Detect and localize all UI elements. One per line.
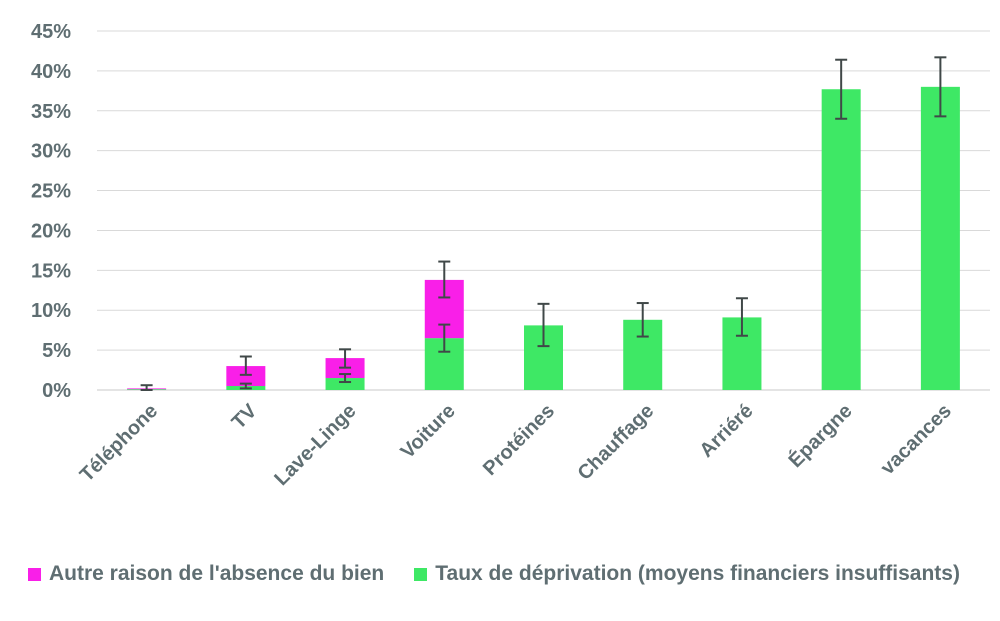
x-tick-label: Lave-Linge [270, 400, 360, 490]
bar-deprivation [920, 86, 960, 390]
x-tick-label: Chauffage [574, 400, 659, 485]
y-tick-label: 30% [31, 141, 71, 163]
x-tick-label: vacances [877, 400, 956, 479]
x-tick-label: Protéines [479, 400, 559, 480]
legend-label-other-reason: Autre raison de l'absence du bien [49, 562, 385, 585]
y-tick-label: 45% [31, 21, 71, 43]
y-tick-label: 0% [42, 380, 71, 402]
legend-item-other-reason: Autre raison de l'absence du bien [28, 562, 384, 586]
y-tick-label: 25% [31, 181, 71, 203]
legend-item-deprivation: Taux de déprivation (moyens financiers i… [414, 562, 960, 586]
y-tick-label: 10% [31, 300, 71, 322]
x-tick-label: Épargne [784, 399, 857, 472]
y-tick-label: 20% [31, 220, 71, 242]
bar-deprivation [821, 89, 861, 390]
bar-deprivation [325, 378, 365, 390]
x-tick-label: Téléphone [76, 400, 162, 486]
y-tick-label: 35% [31, 101, 71, 123]
x-tick-label: Voiture [397, 400, 460, 463]
bar-other-reason [226, 366, 266, 387]
y-tick-label: 15% [31, 260, 71, 282]
x-tick-label: TV [228, 400, 262, 434]
legend-label-deprivation: Taux de déprivation (moyens financiers i… [435, 562, 960, 585]
y-tick-label: 5% [42, 340, 71, 362]
legend-swatch-deprivation [414, 567, 428, 581]
x-tick-label: Arriéré [696, 400, 758, 462]
y-tick-label: 40% [31, 61, 71, 83]
legend-swatch-other-reason [28, 567, 41, 581]
legend: Autre raison de l'absence du bien Taux d… [28, 562, 960, 586]
